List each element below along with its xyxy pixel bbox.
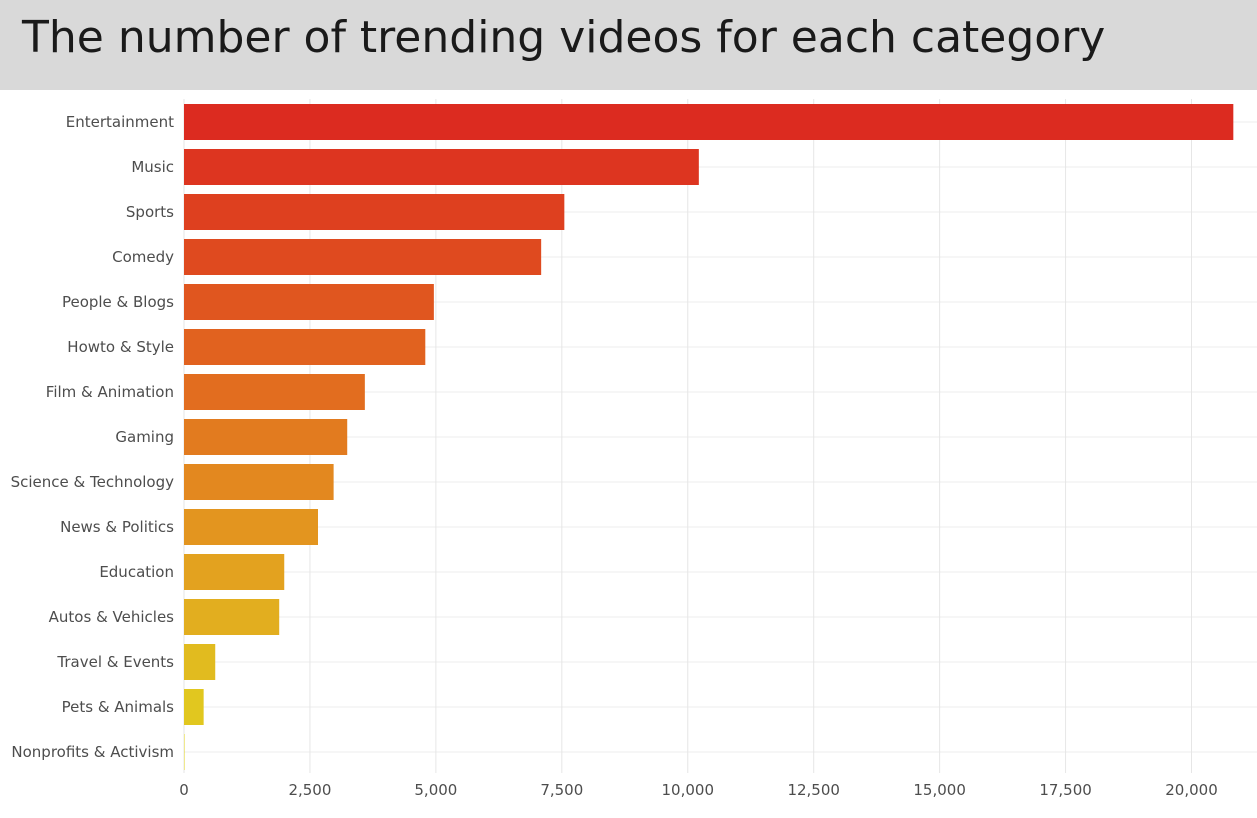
bars — [184, 104, 1234, 770]
x-tick-label: 5,000 — [414, 781, 457, 799]
x-tick-label: 12,500 — [787, 781, 840, 799]
category-label: Nonprofits & Activism — [11, 743, 174, 761]
x-tick-label: 20,000 — [1165, 781, 1218, 799]
bar — [184, 104, 1234, 140]
x-tick-label: 2,500 — [288, 781, 331, 799]
bar — [184, 149, 699, 185]
category-label: Entertainment — [66, 113, 174, 131]
category-label: People & Blogs — [62, 293, 174, 311]
bar — [184, 509, 318, 545]
bar — [184, 419, 348, 455]
title-bar — [0, 0, 1257, 90]
category-label: Pets & Animals — [62, 698, 175, 716]
bar — [184, 599, 280, 635]
bar — [184, 194, 565, 230]
category-label: Science & Technology — [11, 473, 175, 491]
bar — [184, 464, 334, 500]
x-tick-label: 17,500 — [1039, 781, 1092, 799]
bar — [184, 734, 185, 770]
bar — [184, 644, 216, 680]
bar — [184, 284, 434, 320]
category-label: Gaming — [115, 428, 174, 446]
category-label: Travel & Events — [56, 653, 174, 671]
bar — [184, 689, 204, 725]
category-label: Howto & Style — [67, 338, 174, 356]
category-label: Autos & Vehicles — [49, 608, 175, 626]
x-tick-label: 15,000 — [913, 781, 966, 799]
category-label: Comedy — [112, 248, 174, 266]
x-tick-labels: 0 2,500 5,000 7,500 10,000 12,500 15,000 17,500… — [179, 781, 1218, 799]
x-tick-label: 0 — [179, 781, 189, 799]
bar — [184, 554, 285, 590]
category-label: Sports — [126, 203, 174, 221]
bar — [184, 329, 426, 365]
category-label: Music — [131, 158, 174, 176]
category-label: Education — [99, 563, 174, 581]
x-tick-label: 10,000 — [662, 781, 715, 799]
category-label: Film & Animation — [46, 383, 174, 401]
category-label: News & Politics — [60, 518, 174, 536]
category-labels: Entertainment Music Sports Comedy People & B… — [11, 113, 175, 761]
bar — [184, 239, 542, 275]
bar — [184, 374, 365, 410]
x-tick-label: 7,500 — [540, 781, 583, 799]
chart-title: The number of trending videos for each c… — [22, 12, 1106, 63]
